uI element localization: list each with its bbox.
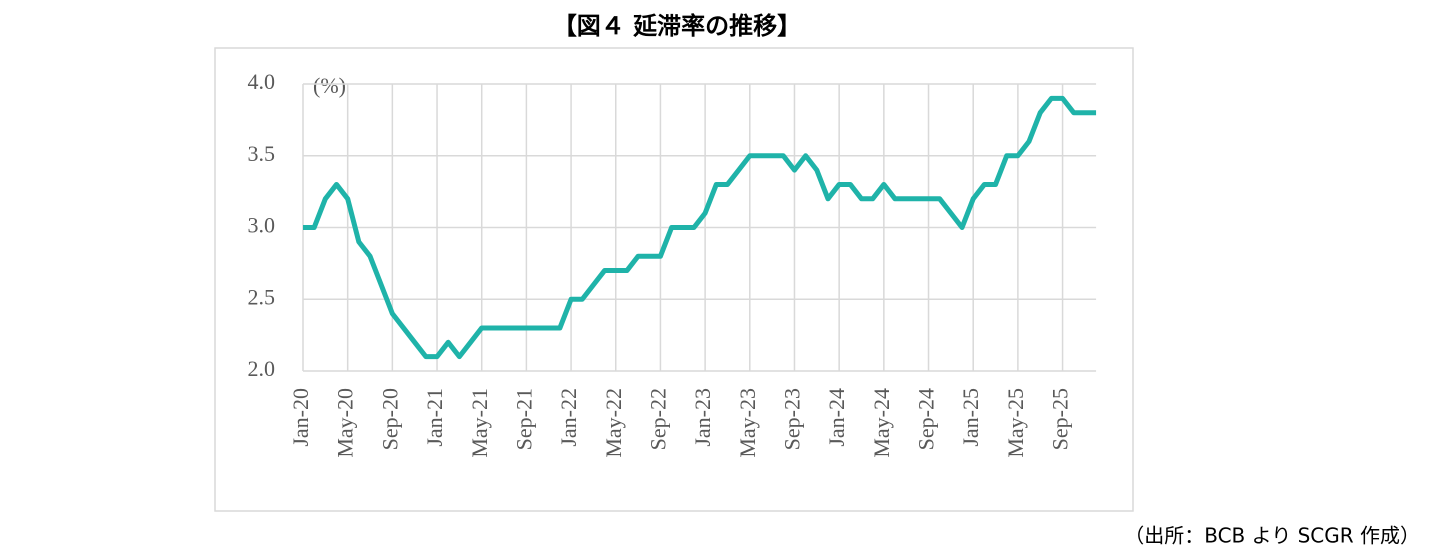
y-tick-label: 4.0 (248, 69, 276, 94)
x-tick-label: May-21 (467, 388, 492, 458)
x-tick-label: May-22 (601, 388, 626, 458)
x-tick-label: Jan-25 (958, 388, 983, 447)
x-tick-label: Jan-23 (690, 388, 715, 447)
x-tick-label: Sep-21 (511, 388, 536, 450)
y-tick-label: 3.5 (248, 141, 276, 166)
x-tick-label: Jan-24 (824, 388, 849, 447)
y-tick-label: 2.0 (248, 356, 276, 381)
x-tick-label: Sep-24 (914, 388, 939, 450)
x-tick-label: May-23 (735, 388, 760, 458)
x-tick-label: May-24 (869, 388, 894, 458)
x-tick-label: Jan-20 (288, 388, 313, 447)
x-tick-label: May-20 (333, 388, 358, 458)
x-tick-label: Sep-22 (645, 388, 670, 450)
chart-title: 【図４ 延滞率の推移】 (553, 12, 801, 40)
y-unit-label: (%) (313, 73, 346, 98)
x-tick-label: May-25 (1003, 388, 1028, 458)
y-tick-label: 3.0 (248, 213, 276, 238)
x-tick-label: Sep-23 (780, 388, 805, 450)
y-tick-label: 2.5 (248, 284, 276, 309)
x-tick-label: Sep-20 (377, 388, 402, 450)
x-tick-label: Jan-22 (556, 388, 581, 447)
data-line (303, 95, 1097, 360)
x-tick-label: Jan-21 (422, 388, 447, 447)
plot-frame (214, 47, 1134, 512)
source-note: （出所：BCB より SCGR 作成） (1124, 524, 1420, 548)
x-tick-label: Sep-25 (1048, 388, 1073, 450)
